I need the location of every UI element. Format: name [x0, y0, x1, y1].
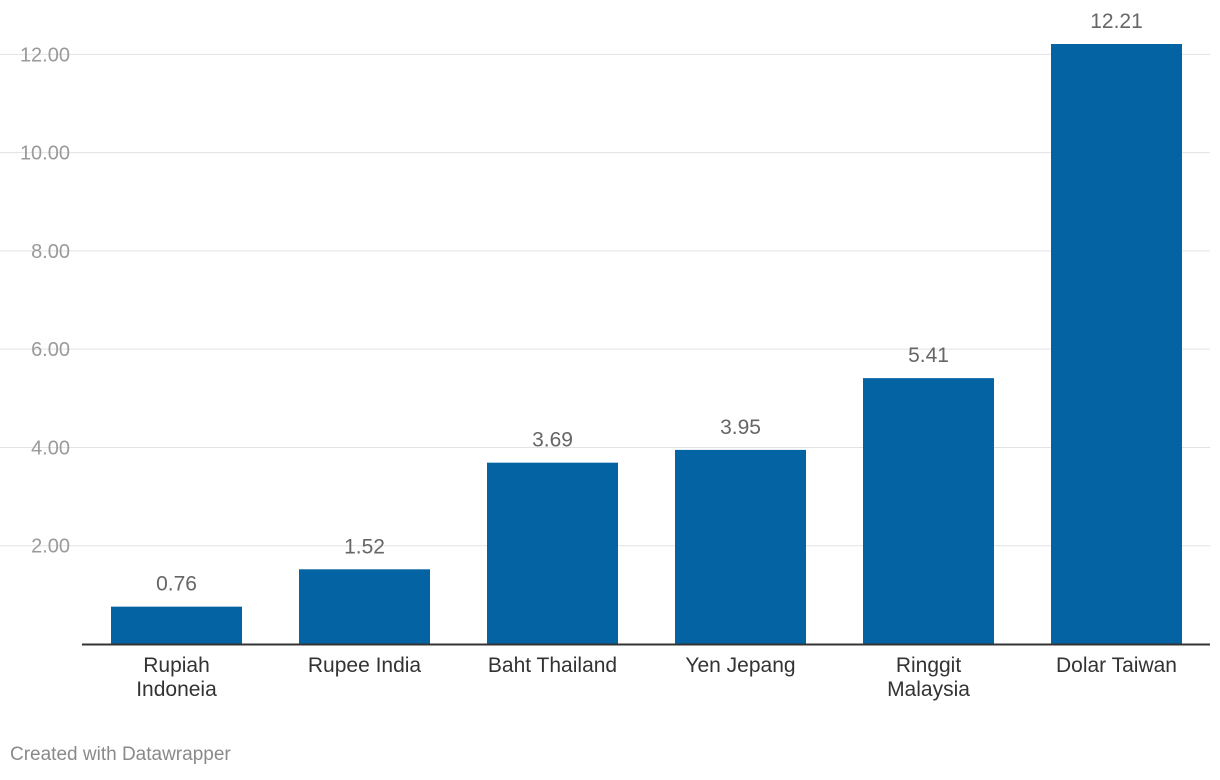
- y-tick-label: 8.00: [31, 241, 70, 263]
- category-label: Ringgit Malaysia: [887, 654, 970, 701]
- bar-value-label: 3.69: [532, 429, 573, 452]
- bar-value-label: 12.21: [1090, 10, 1143, 33]
- bar: [111, 606, 242, 644]
- bar-value-label: 0.76: [156, 573, 197, 596]
- bar: [863, 378, 994, 644]
- category-label-line: Dolar Taiwan: [1056, 654, 1177, 677]
- category-label-line: Indoneia: [136, 678, 217, 701]
- y-axis-ticks: 2.00 4.00 6.00 8.00 10.00 12.00: [20, 44, 70, 557]
- category-label-line: Rupiah: [143, 654, 210, 677]
- category-label: Rupiah Indoneia: [136, 654, 217, 701]
- bar: [299, 569, 430, 644]
- grid-lines: [0, 53, 1210, 547]
- bar: [675, 449, 806, 644]
- y-tick-label: 4.00: [31, 437, 70, 459]
- value-labels: 0.76 1.52 3.69 3.95 5.41 12.21: [156, 10, 1143, 596]
- y-tick-label: 12.00: [20, 44, 70, 66]
- bar-value-label: 5.41: [908, 344, 949, 367]
- bar-value-label: 3.95: [720, 416, 761, 439]
- bar-value-label: 1.52: [344, 535, 385, 558]
- credit-text: Created with Datawrapper: [10, 744, 231, 765]
- category-label-line: Yen Jepang: [685, 654, 795, 677]
- category-label: Rupee India: [308, 654, 422, 677]
- category-labels: Rupiah Indoneia Rupee India Baht Thailand Ye…: [136, 654, 1177, 701]
- category-label: Yen Jepang: [685, 654, 795, 677]
- bar: [1051, 44, 1182, 644]
- category-label-line: Baht Thailand: [488, 654, 617, 677]
- category-label: Baht Thailand: [488, 654, 617, 677]
- category-label-line: Rupee India: [308, 654, 422, 677]
- category-label-line: Ringgit: [896, 654, 962, 677]
- y-tick-label: 2.00: [31, 536, 70, 558]
- y-tick-label: 10.00: [20, 143, 70, 165]
- bar: [487, 462, 618, 644]
- bars: [111, 44, 1182, 644]
- category-label: Dolar Taiwan: [1056, 654, 1177, 677]
- y-tick-label: 6.00: [31, 339, 70, 361]
- category-label-line: Malaysia: [887, 678, 970, 701]
